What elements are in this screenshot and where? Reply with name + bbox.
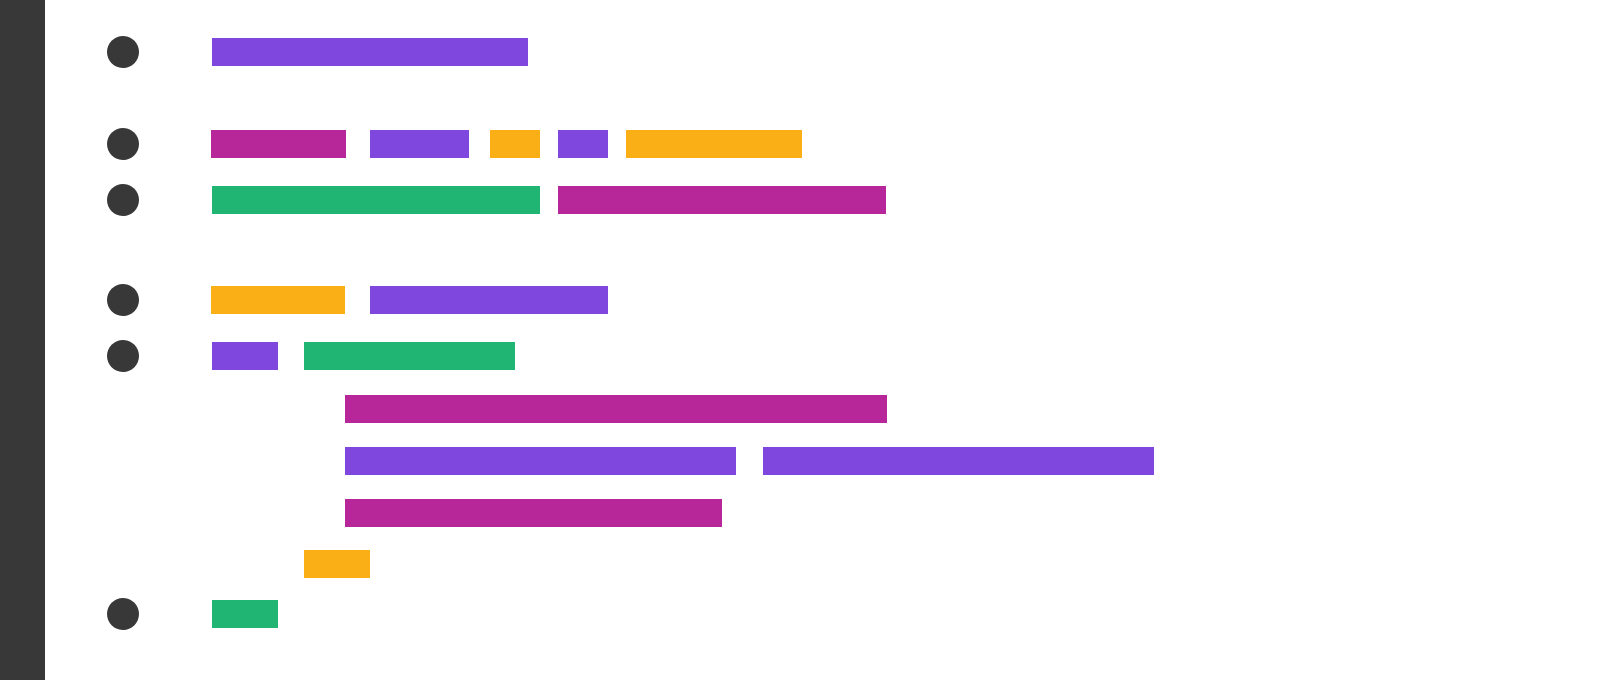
code-token-purple bbox=[558, 130, 608, 158]
code-token-purple bbox=[370, 286, 608, 314]
code-token-magenta bbox=[345, 499, 722, 527]
line-bullet[interactable] bbox=[107, 340, 139, 372]
code-token-magenta bbox=[345, 395, 887, 423]
code-token-orange bbox=[304, 550, 370, 578]
code-token-purple bbox=[212, 38, 528, 66]
code-token-purple bbox=[345, 447, 736, 475]
code-token-orange bbox=[211, 286, 345, 314]
code-token-purple bbox=[212, 342, 278, 370]
code-token-green bbox=[212, 600, 278, 628]
line-bullet[interactable] bbox=[107, 36, 139, 68]
code-token-magenta bbox=[211, 130, 346, 158]
code-token-purple bbox=[763, 447, 1154, 475]
code-token-purple bbox=[370, 130, 469, 158]
editor-gutter bbox=[0, 0, 45, 680]
line-bullet[interactable] bbox=[107, 184, 139, 216]
code-token-orange bbox=[626, 130, 802, 158]
line-bullet[interactable] bbox=[107, 284, 139, 316]
line-bullet[interactable] bbox=[107, 128, 139, 160]
code-token-orange bbox=[490, 130, 540, 158]
code-token-green bbox=[212, 186, 540, 214]
line-bullet[interactable] bbox=[107, 598, 139, 630]
code-token-magenta bbox=[558, 186, 886, 214]
code-token-green bbox=[304, 342, 515, 370]
